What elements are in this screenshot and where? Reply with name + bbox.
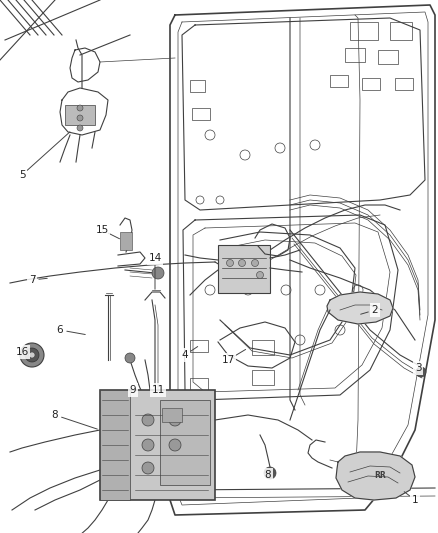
- Text: 14: 14: [148, 253, 162, 263]
- Bar: [395, 78, 413, 90]
- Bar: [252, 370, 274, 385]
- Circle shape: [142, 439, 154, 451]
- Bar: [190, 80, 205, 92]
- Bar: [160, 400, 210, 485]
- Text: 5: 5: [19, 170, 25, 180]
- Polygon shape: [336, 452, 415, 500]
- Circle shape: [77, 115, 83, 121]
- Text: 2: 2: [372, 305, 378, 315]
- Circle shape: [169, 439, 181, 451]
- Text: 11: 11: [152, 385, 165, 395]
- Circle shape: [264, 467, 276, 479]
- Polygon shape: [327, 292, 393, 324]
- Circle shape: [226, 260, 233, 266]
- Circle shape: [20, 343, 44, 367]
- Circle shape: [25, 348, 39, 362]
- Text: 16: 16: [15, 347, 28, 357]
- Text: 4: 4: [182, 350, 188, 360]
- Circle shape: [152, 267, 164, 279]
- Bar: [390, 22, 412, 40]
- Circle shape: [142, 462, 154, 474]
- Bar: [100, 390, 130, 500]
- Bar: [100, 390, 215, 500]
- Bar: [330, 75, 348, 87]
- Text: 9: 9: [130, 385, 136, 395]
- Bar: [252, 340, 274, 355]
- Bar: [350, 22, 378, 40]
- Circle shape: [416, 367, 426, 377]
- Circle shape: [239, 260, 246, 266]
- Circle shape: [77, 105, 83, 111]
- Bar: [218, 245, 270, 293]
- Bar: [162, 408, 182, 422]
- Bar: [345, 48, 365, 62]
- Text: 17: 17: [221, 355, 235, 365]
- Text: 6: 6: [57, 325, 64, 335]
- Bar: [190, 378, 208, 390]
- Circle shape: [125, 353, 135, 363]
- Circle shape: [251, 260, 258, 266]
- Text: 3: 3: [415, 363, 421, 373]
- Text: RR: RR: [374, 472, 386, 481]
- Circle shape: [169, 414, 181, 426]
- Text: 15: 15: [95, 225, 109, 235]
- Bar: [378, 50, 398, 64]
- Text: 8: 8: [52, 410, 58, 420]
- Text: 7: 7: [28, 275, 35, 285]
- Text: 8: 8: [265, 470, 271, 480]
- Text: 1: 1: [412, 495, 418, 505]
- Circle shape: [142, 414, 154, 426]
- Circle shape: [29, 352, 35, 358]
- Bar: [65, 105, 95, 125]
- Circle shape: [77, 125, 83, 131]
- Circle shape: [257, 271, 264, 279]
- Bar: [362, 78, 380, 90]
- Bar: [120, 232, 132, 250]
- Bar: [192, 108, 210, 120]
- Bar: [190, 340, 208, 352]
